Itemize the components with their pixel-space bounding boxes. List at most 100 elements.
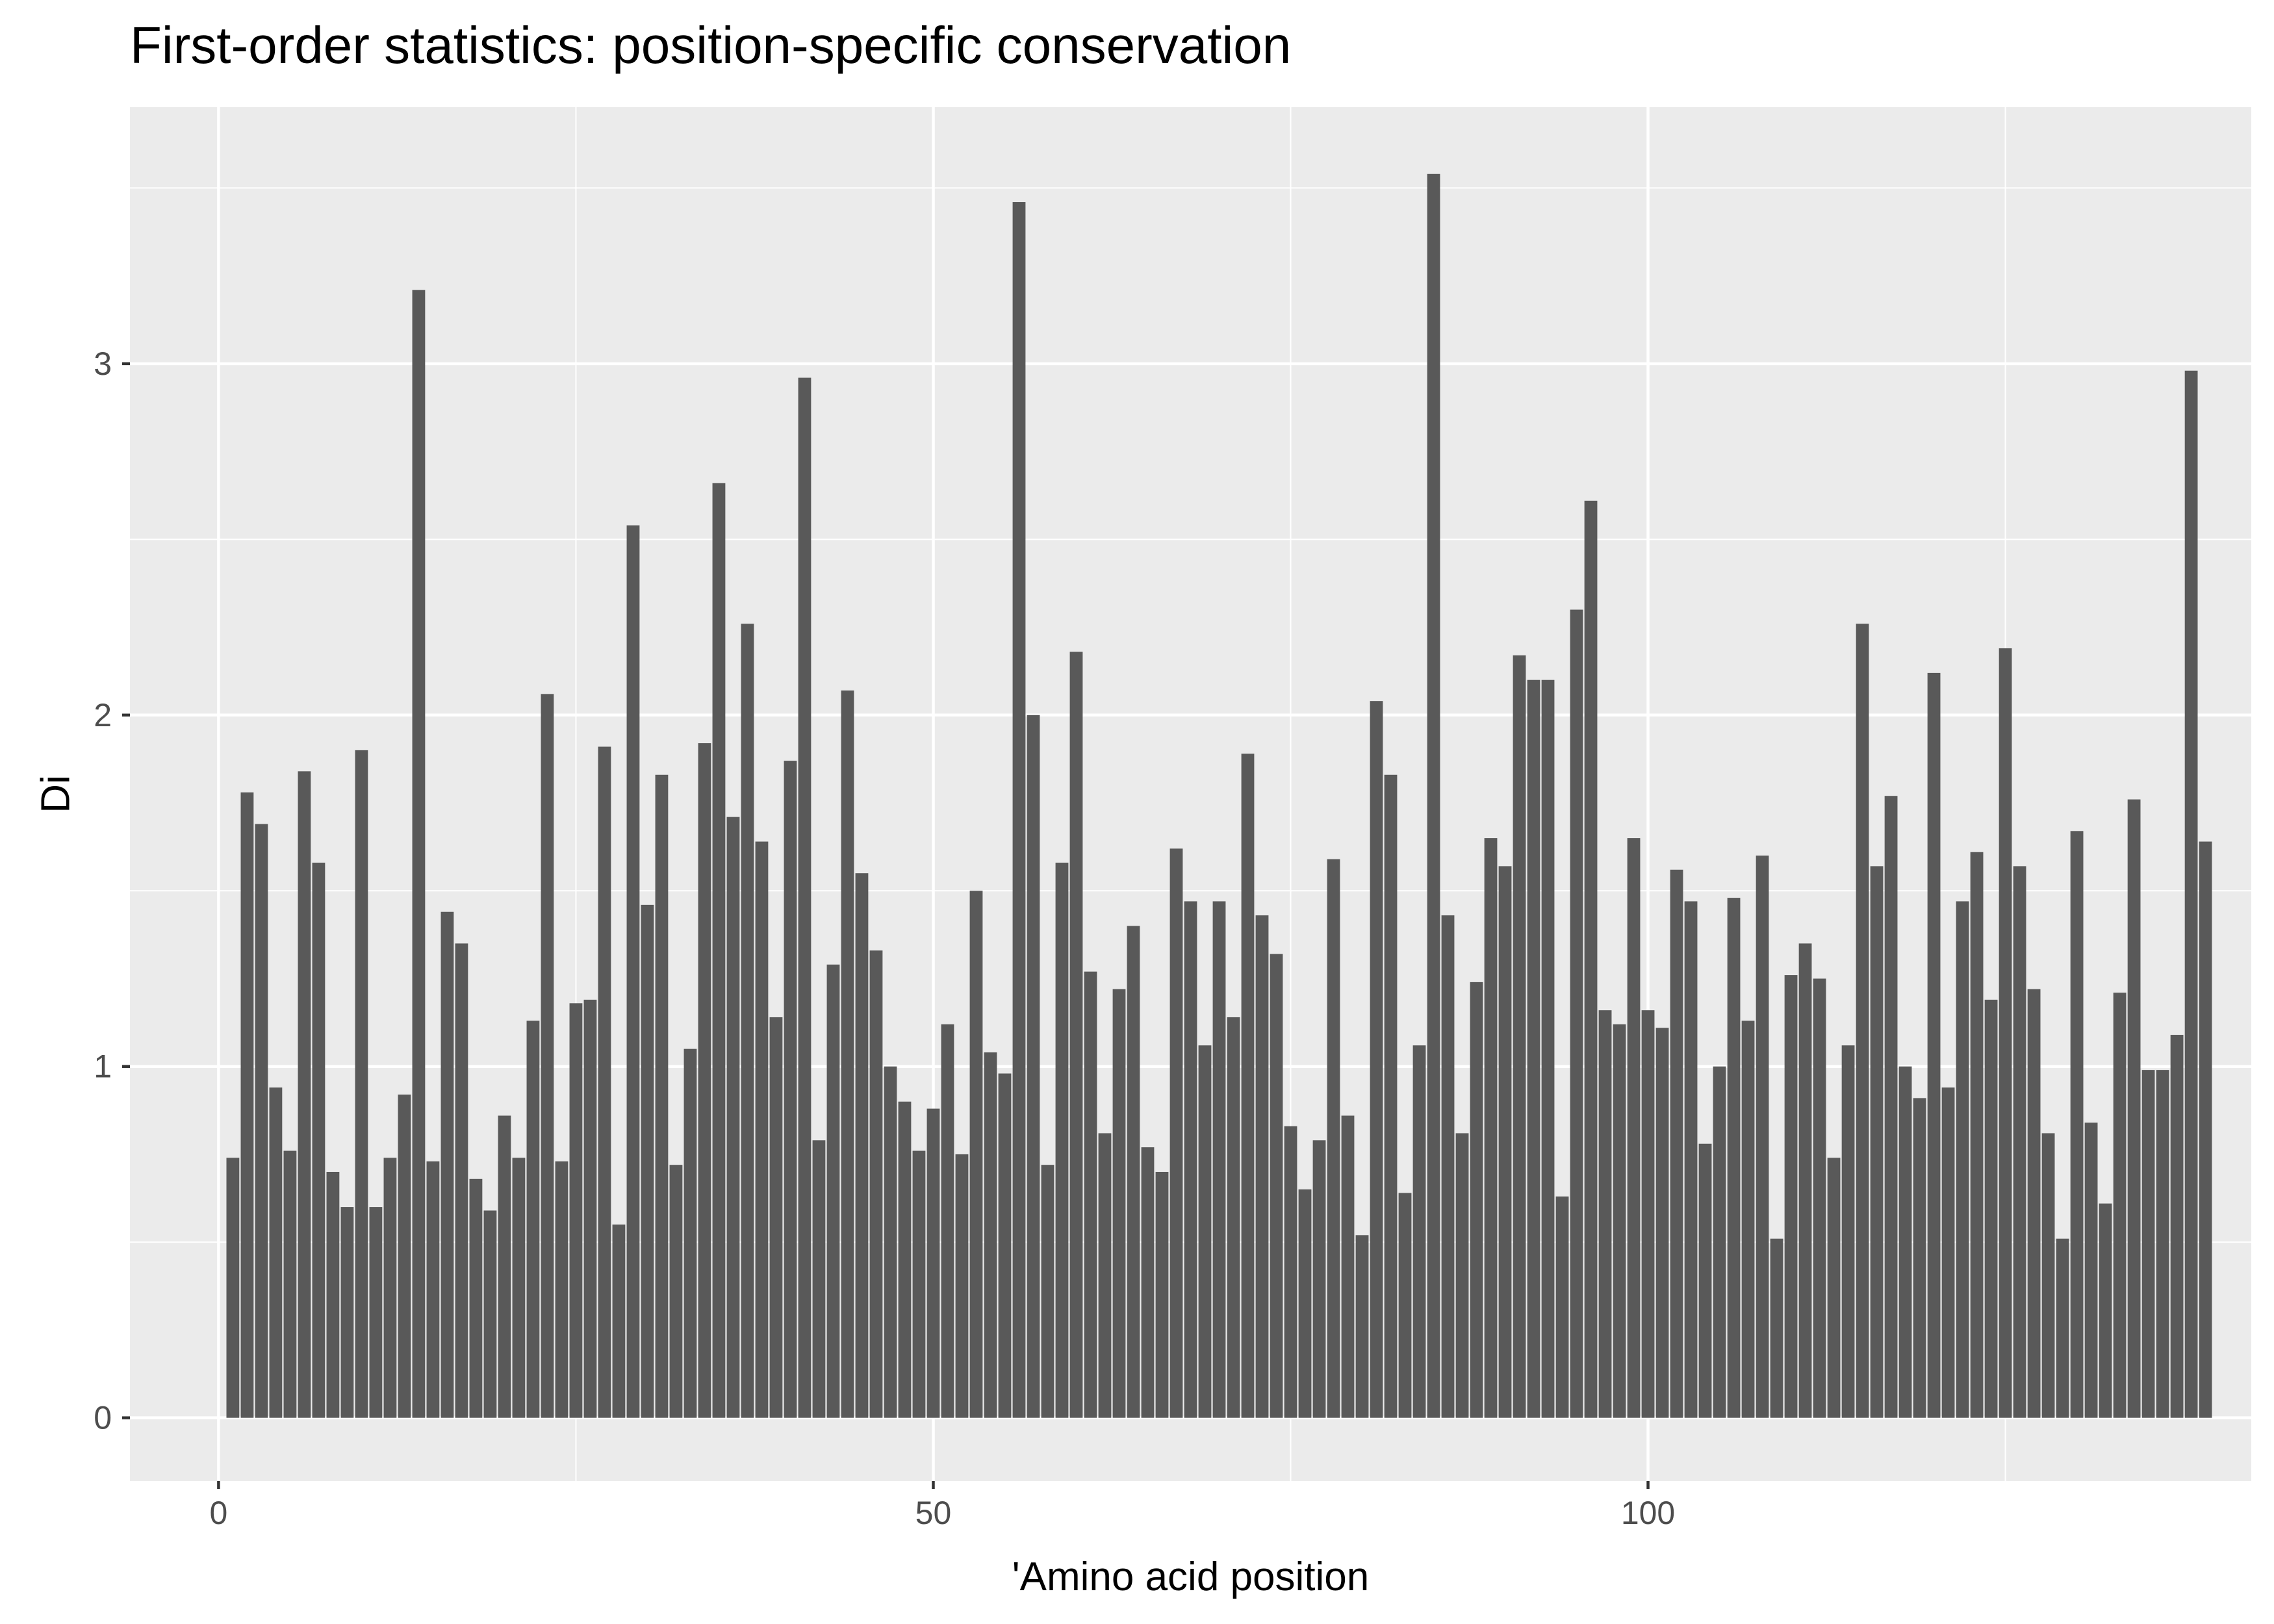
bar [1441, 915, 1455, 1418]
bar [712, 483, 726, 1418]
bar [1884, 796, 1898, 1418]
bar [1913, 1098, 1926, 1418]
bar [1641, 1010, 1655, 1418]
bar [1455, 1133, 1469, 1418]
bar [455, 943, 468, 1418]
bar [1055, 862, 1069, 1418]
bar [726, 817, 740, 1418]
bar [1084, 971, 1097, 1418]
bar [541, 694, 554, 1418]
bar [1756, 856, 1769, 1418]
bar [869, 950, 883, 1418]
bar [1655, 1028, 1669, 1418]
y-tick-label: 1 [94, 1048, 112, 1085]
bar [998, 1073, 1012, 1418]
bar [1513, 655, 1526, 1418]
bar [612, 1224, 626, 1418]
bar [1898, 1066, 1912, 1418]
bar [1784, 975, 1798, 1418]
bar [1241, 754, 1255, 1418]
x-tick-label: 50 [915, 1495, 952, 1531]
bar [626, 525, 640, 1418]
bar [2013, 866, 2026, 1418]
bar [1956, 901, 1969, 1418]
bar [898, 1101, 912, 1418]
bar [984, 1052, 997, 1418]
bar [955, 1154, 969, 1418]
y-axis-title: Di [34, 775, 79, 813]
bars [226, 173, 2212, 1418]
bar [1598, 1010, 1612, 1418]
bar [255, 824, 268, 1418]
bar [326, 1171, 340, 1418]
bar [498, 1115, 511, 1418]
bar [469, 1178, 483, 1418]
bar [269, 1087, 283, 1418]
bar [884, 1066, 897, 1418]
bar [1141, 1147, 1155, 1418]
bar [1227, 1017, 1240, 1418]
bar [1212, 901, 1226, 1418]
bar [1770, 1238, 1783, 1418]
bar [2184, 370, 2198, 1418]
bar [2027, 989, 2041, 1418]
bar [655, 774, 669, 1418]
bar [1999, 648, 2012, 1418]
bar [2099, 1203, 2112, 1418]
bar [1713, 1066, 1726, 1418]
bar [1398, 1193, 1412, 1418]
bar [1127, 926, 1140, 1418]
bar [226, 1158, 240, 1418]
bar [912, 1150, 926, 1418]
bar [2113, 993, 2127, 1418]
bar [1570, 609, 1583, 1418]
bar [1184, 901, 1197, 1418]
bar [812, 1140, 826, 1418]
bar [1470, 982, 1483, 1418]
bar [412, 290, 426, 1418]
bar [340, 1207, 354, 1418]
bar [855, 873, 869, 1418]
bar [1827, 1158, 1841, 1418]
y-tick-label: 0 [94, 1400, 112, 1436]
bar [2170, 1035, 2184, 1418]
x-tick-label: 100 [1621, 1495, 1675, 1531]
bar [698, 743, 711, 1418]
bar [1155, 1171, 1169, 1418]
bar [283, 1150, 297, 1418]
bar [1069, 652, 1083, 1418]
bar [355, 750, 368, 1418]
bar [1813, 978, 1826, 1418]
bar [1941, 1087, 1955, 1418]
bar [1255, 915, 1269, 1418]
bar [926, 1108, 940, 1418]
chart-title: First-order statistics: position-specifi… [130, 16, 1292, 74]
bar [441, 911, 454, 1418]
bar [598, 746, 611, 1418]
bar [2141, 1070, 2155, 1418]
bar [1098, 1133, 1112, 1418]
x-axis-title: 'Amino acid position [1012, 1554, 1369, 1599]
bar [1370, 701, 1383, 1418]
bar [1270, 954, 1283, 1418]
bar [483, 1210, 497, 1418]
bar [1041, 1165, 1054, 1418]
bar [526, 1021, 540, 1418]
bar [1198, 1045, 1212, 1418]
bar [240, 792, 254, 1418]
bar [1427, 173, 1440, 1418]
bar [1613, 1024, 1626, 1418]
bar [1327, 859, 1340, 1418]
bar [2199, 841, 2212, 1418]
bar [1670, 869, 1683, 1418]
bar [1684, 901, 1698, 1418]
bar [298, 771, 311, 1418]
bar [2070, 831, 2084, 1418]
bar [555, 1161, 568, 1418]
bar [1412, 1045, 1426, 1418]
bar [769, 1017, 783, 1418]
bar [312, 862, 326, 1418]
bar [398, 1094, 411, 1418]
bar [1856, 624, 1869, 1418]
